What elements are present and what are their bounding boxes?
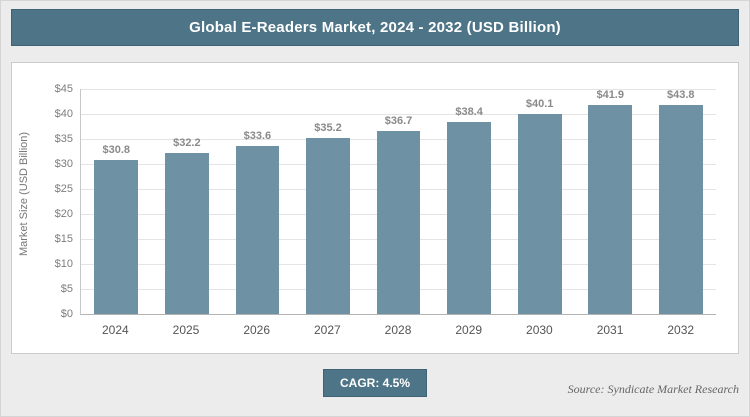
bar-group: $33.6	[222, 89, 293, 314]
x-axis-label: 2028	[384, 323, 412, 337]
x-axis-label: 2030	[526, 323, 553, 337]
bar	[588, 105, 633, 314]
bar-group: $32.2	[152, 89, 223, 314]
bar-group: $43.8	[646, 89, 717, 314]
y-axis-title: Market Size (USD Billion)	[18, 131, 30, 256]
y-tick-label: $10	[54, 258, 73, 270]
bar	[94, 160, 139, 314]
x-axis-label: 2031	[596, 323, 624, 337]
bar	[517, 113, 562, 314]
bar-value-label: $43.8	[667, 89, 695, 101]
bar-group: $38.4	[434, 89, 505, 314]
bars-row: $30.8 $32.2 $33.6 $35.2 $36.7 $38.4 $40.1 $41.9…	[81, 89, 716, 314]
bar-value-label: $35.2	[314, 122, 342, 134]
bar	[376, 130, 421, 314]
chart-title-bar: Global E-Readers Market, 2024 - 2032 (US…	[11, 9, 739, 46]
x-axis-label: 2027	[314, 323, 341, 337]
bar-group: $35.2	[293, 89, 364, 314]
footer: CAGR: 4.5% Source: Syndicate Market Rese…	[11, 368, 739, 397]
y-tick-label: $15	[54, 232, 73, 245]
plot-area: $30.8 $32.2 $33.6 $35.2 $36.7 $38.4 $40.1 $41.9…	[55, 83, 716, 320]
bar-value-label: $40.1	[525, 97, 554, 110]
bar	[447, 122, 491, 314]
y-tick-label: $5	[60, 283, 73, 295]
cagr-badge: CAGR: 4.5%	[322, 368, 427, 397]
bar-value-label: $41.9	[596, 89, 624, 101]
bar-value-label: $33.6	[243, 130, 272, 142]
bar	[306, 138, 350, 314]
chart-title: Global E-Readers Market, 2024 - 2032 (US…	[189, 19, 561, 36]
gridline	[81, 114, 716, 115]
bar-group: $40.1	[504, 89, 575, 314]
chart-container: Market Size (USD Billion) $30.8 $32.2 $33.…	[11, 62, 739, 354]
x-axis-labels: 2024 2025 2026 2027 2028 2029 2030 2031 2032	[80, 315, 716, 345]
source-attribution: Source: Syndicate Market Research	[567, 382, 739, 396]
gridline	[81, 89, 716, 90]
x-axis-label: 2029	[455, 323, 483, 337]
bar-group: $30.8	[81, 89, 152, 314]
y-tick-label: $30	[54, 157, 73, 170]
x-axis-label: 2026	[243, 323, 271, 337]
bar	[235, 146, 280, 314]
bar-group: $36.7	[363, 89, 434, 314]
y-tick-label: $0	[60, 308, 73, 320]
bar-group: $41.9	[575, 89, 646, 314]
bar-value-label: $30.8	[102, 144, 131, 156]
bar-value-label: $32.2	[173, 137, 201, 149]
x-axis-label: 2024	[101, 323, 129, 337]
x-axis-label: 2032	[667, 323, 695, 337]
x-axis-label: 2025	[172, 323, 200, 337]
y-tick-label: $40	[54, 108, 73, 120]
y-tick-label: $35	[54, 133, 73, 145]
bar	[164, 153, 209, 314]
y-tick-label: $45	[54, 83, 73, 95]
y-tick-label: $20	[54, 208, 73, 220]
bar-value-label: $38.4	[455, 106, 483, 118]
bar-value-label: $36.7	[384, 114, 413, 127]
bar	[658, 105, 703, 314]
y-tick-label: $25	[54, 183, 73, 195]
